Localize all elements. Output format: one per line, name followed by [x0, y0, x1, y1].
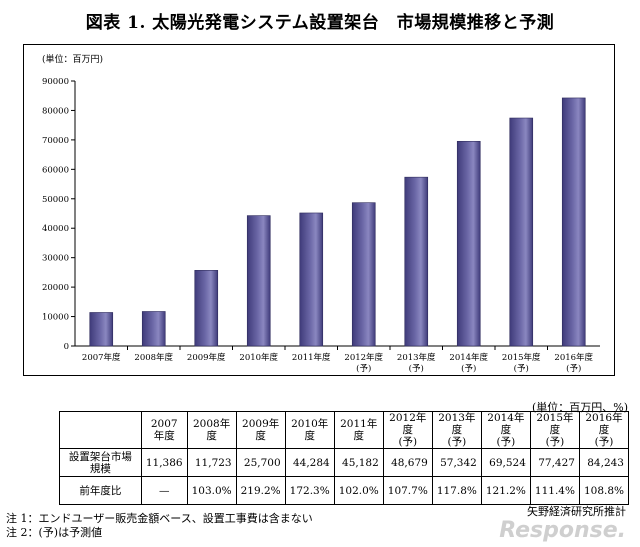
bar: [194, 270, 219, 347]
column-header: 2009年度: [235, 411, 286, 449]
y-tick-label: 60000: [42, 165, 69, 175]
chart-frame: (単位：百万円) 0 10000 20000 30000 40000 50000 60000 7…: [23, 44, 615, 376]
response-watermark: Response.: [499, 518, 626, 543]
x-tick-label: (予): [409, 363, 424, 374]
table-cell: 107.7%: [382, 476, 433, 505]
x-tick-label: 2007年度: [82, 352, 121, 363]
table-header-row: 2007年度 2008年度 2009年度 2010年度 2011年度 2012年度 (予) 2…: [59, 411, 630, 449]
x-tick-label: (予): [461, 363, 476, 374]
table-cell: 117.8%: [431, 476, 482, 505]
table-cell: 11,723: [186, 448, 237, 477]
x-tick-label: 2011年度: [292, 352, 331, 363]
column-header: 2010年度: [284, 411, 335, 449]
figure-title: 図表 1. 太陽光発電システム設置架台 市場規模推移と予測: [85, 13, 555, 33]
table-row: 前年度比 —103.0% 219.2% 172.3% 102.0% 107.7% 117.8…: [59, 476, 630, 505]
bar: [89, 312, 114, 347]
x-tick-label: 2008年度: [134, 352, 173, 363]
y-tick-label: 30000: [42, 254, 69, 264]
x-tick-label: (予): [514, 363, 529, 374]
table-cell: 111.4%: [529, 476, 580, 505]
x-tick-label: (予): [356, 363, 371, 374]
table-cell: 121.2%: [480, 476, 531, 505]
table-row: 設置架台市場規模 11,386 11,723 25,700 44,284 45,182 48…: [59, 448, 630, 477]
bar: [351, 202, 376, 347]
table-cell: 48,679: [382, 448, 433, 477]
x-tick-label: 2010年度: [239, 352, 278, 363]
table-corner-cell: [59, 411, 142, 449]
row-label: 設置架台市場規模: [59, 448, 142, 477]
y-tick-label: 80000: [42, 106, 69, 116]
y-tick-label: 90000: [42, 77, 69, 87]
column-header: 2007年度: [140, 411, 188, 449]
table-cell: 103.0%: [186, 476, 237, 505]
table-cell: 77,427: [529, 448, 580, 477]
table-cell: 44,284: [284, 448, 335, 477]
x-tick-label: 2009年度: [187, 352, 226, 363]
table-unit-label: (単位：百万円、%): [531, 401, 628, 414]
column-header: 2016年度 (予): [578, 411, 630, 449]
source-label: 矢野経済研究所推計: [527, 505, 626, 518]
chart-unit-label: (単位：百万円): [42, 53, 103, 65]
bar-chart: (単位：百万円) 0 10000 20000 30000 40000 50000 60000 7…: [42, 53, 600, 374]
y-tick-label: 0: [64, 342, 69, 352]
note-2: 注 2：(予)は予測値: [6, 526, 103, 539]
x-tick-label: (予): [566, 363, 581, 374]
bar: [246, 215, 271, 347]
table-cell: 102.0%: [333, 476, 384, 505]
row-label: 前年度比: [59, 476, 142, 505]
bar: [509, 117, 534, 347]
notes: 注 1：エンドユーザー販売金額ベース、設置工事費は含まない 注 2：(予)は予測…: [6, 512, 313, 540]
bar: [561, 97, 586, 347]
y-tick-label: 10000: [42, 313, 69, 323]
table-cell: 25,700: [235, 448, 286, 477]
column-header: 2013年度 (予): [431, 411, 482, 449]
bar: [299, 212, 324, 347]
table-cell: 219.2%: [235, 476, 286, 505]
table-cell: 45,182: [333, 448, 384, 477]
column-header: 2011年度: [333, 411, 384, 449]
y-tick-label: 40000: [42, 224, 69, 234]
table-cell: —: [140, 476, 188, 505]
bar: [404, 176, 429, 347]
table-cell: 69,524: [480, 448, 531, 477]
data-table: 2007年度 2008年度 2009年度 2010年度 2011年度 2012年度 (予) 2…: [59, 411, 630, 505]
y-tick-label: 20000: [42, 283, 69, 293]
x-tick-label: 2014年度: [449, 352, 488, 363]
column-header: 2015年度 (予): [529, 411, 580, 449]
y-tick-label: 70000: [42, 136, 69, 146]
column-header: 2008年度: [186, 411, 237, 449]
table-cell: 57,342: [431, 448, 482, 477]
bar: [141, 311, 166, 347]
column-header: 2012年度 (予): [382, 411, 433, 449]
x-tick-label: 2012年度: [344, 352, 383, 363]
table-cell: 84,243: [578, 448, 630, 477]
x-tick-label: 2015年度: [502, 352, 541, 363]
table-cell: 11,386: [140, 448, 188, 477]
x-tick-label: 2013年度: [397, 352, 436, 363]
table-cell: 108.8%: [578, 476, 630, 505]
bar: [456, 140, 481, 347]
x-tick-label: 2016年度: [554, 352, 593, 363]
column-header: 2014年度 (予): [480, 411, 531, 449]
y-tick-label: 50000: [42, 195, 69, 205]
note-1: 注 1：エンドユーザー販売金額ベース、設置工事費は含まない: [6, 512, 313, 525]
table-cell: 172.3%: [284, 476, 335, 505]
